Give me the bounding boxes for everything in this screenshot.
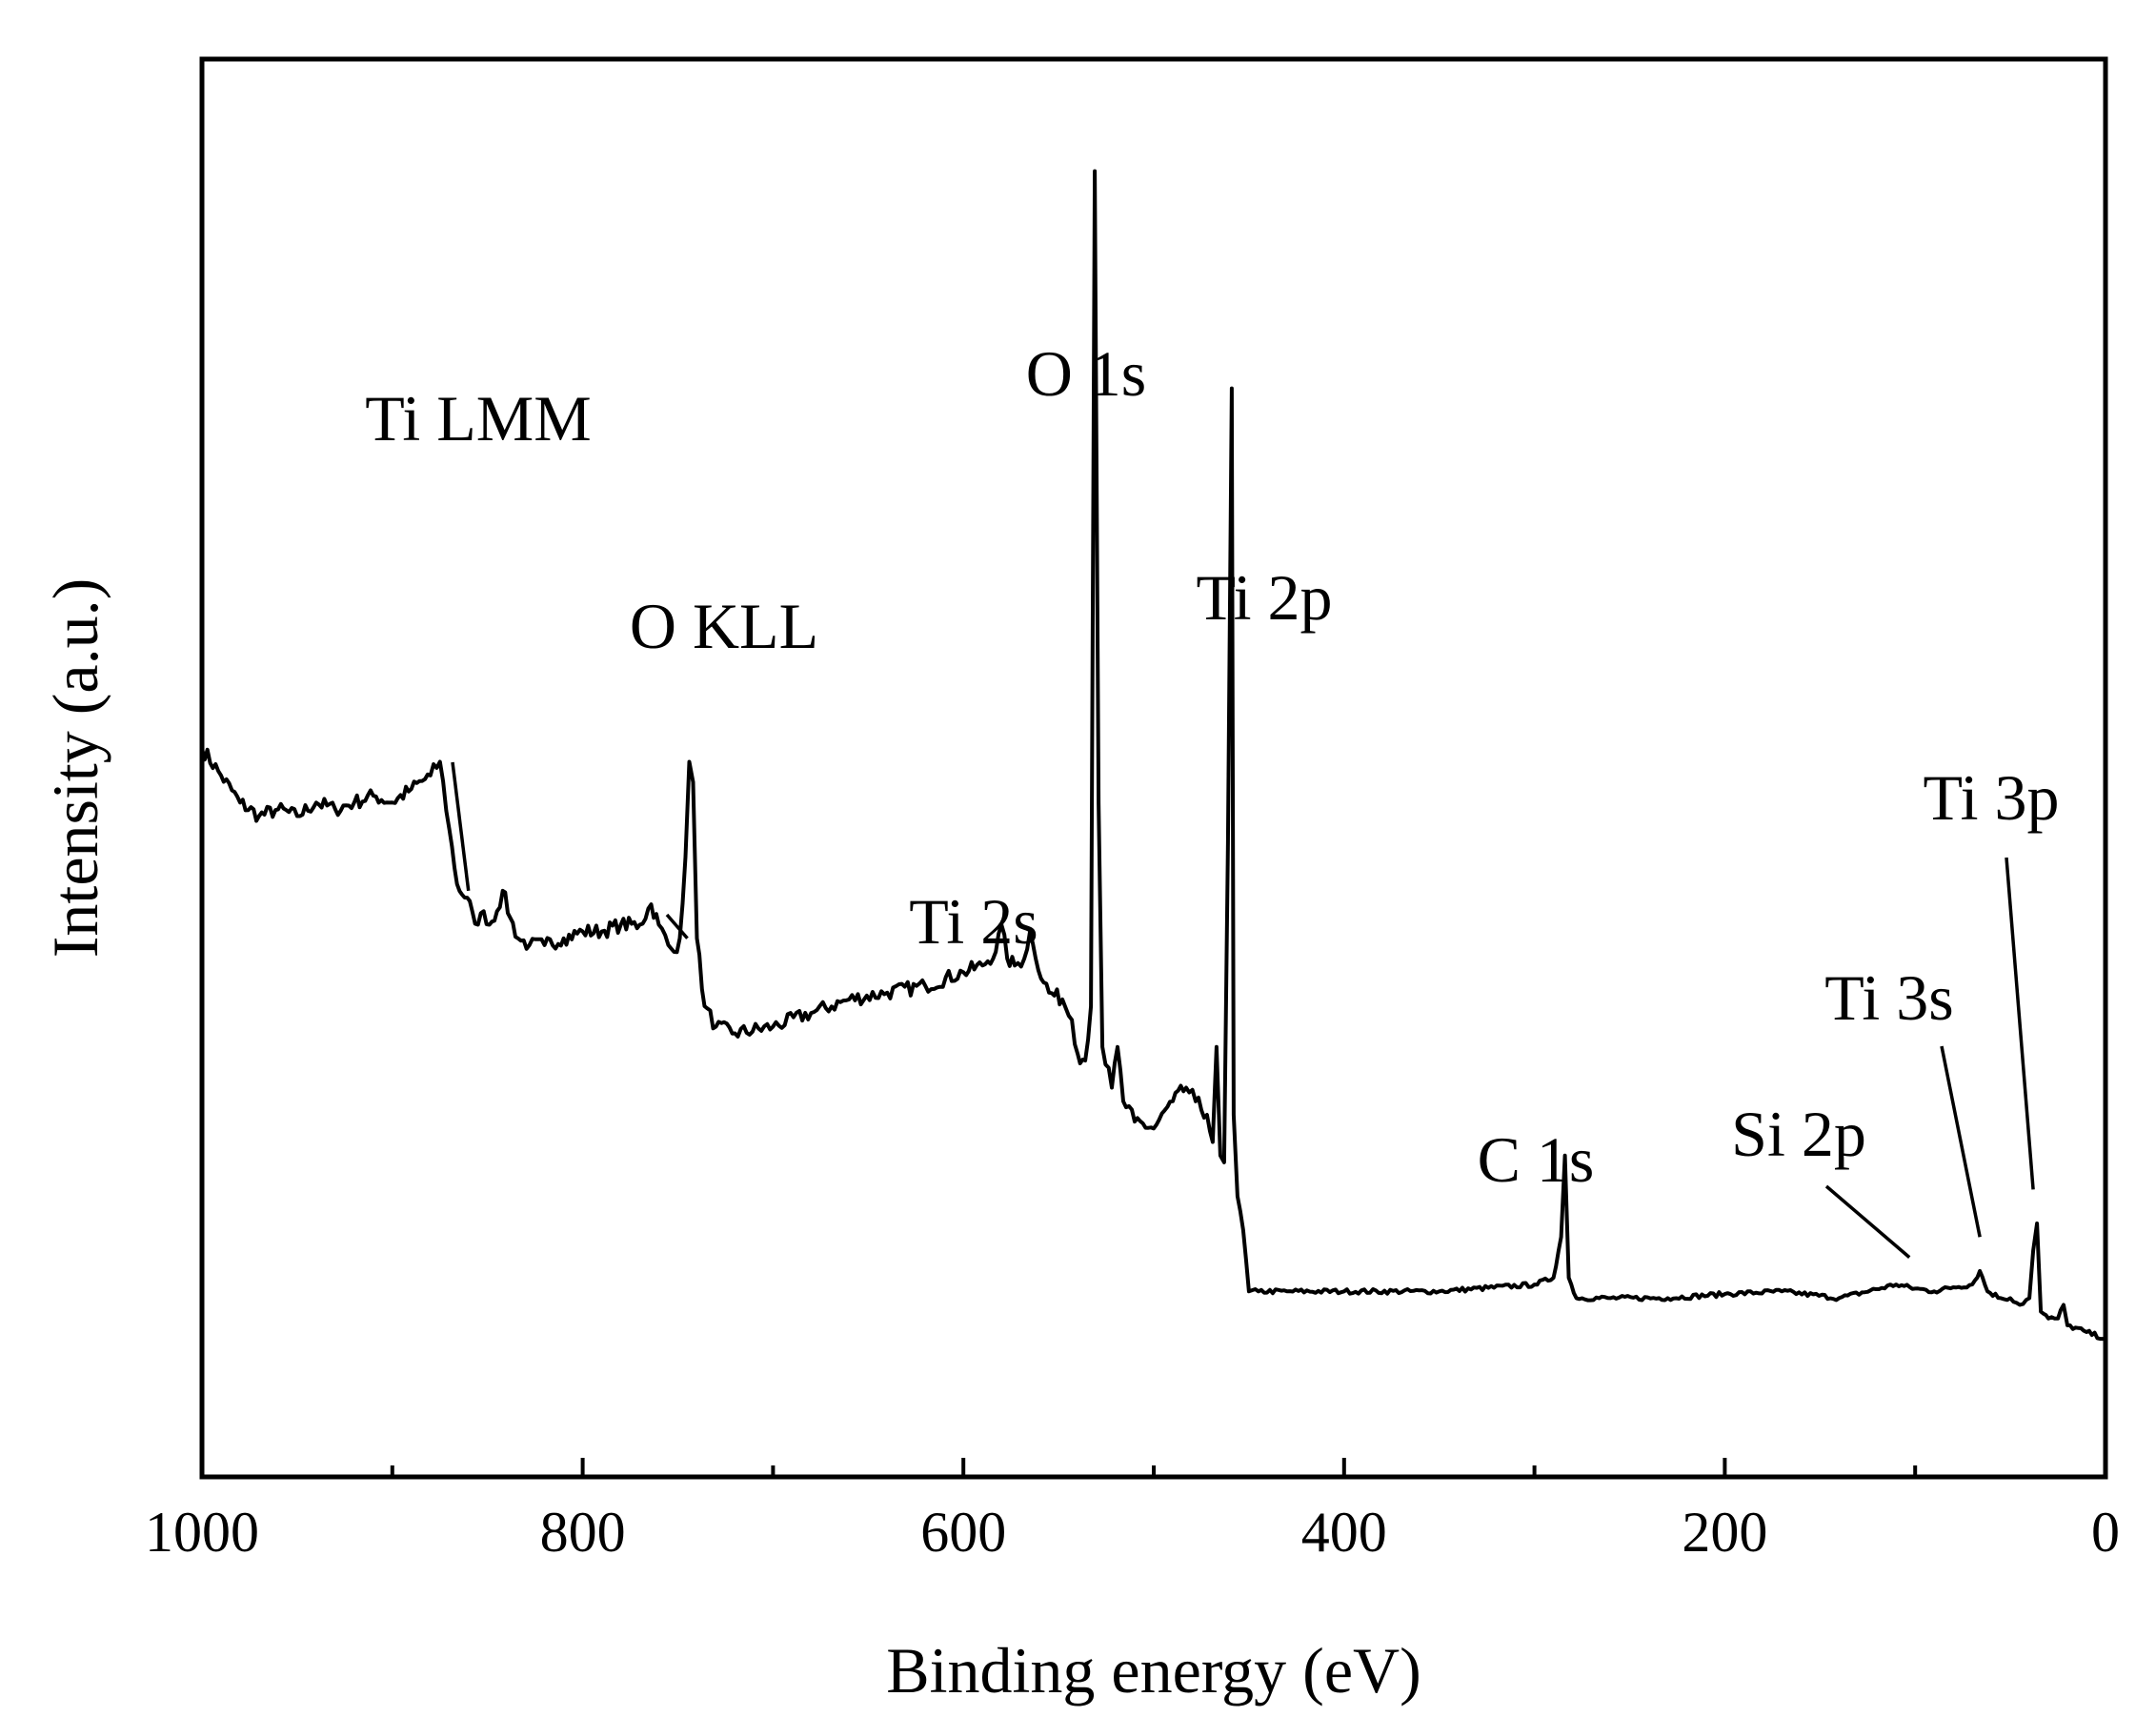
peak-label-si-2p: Si 2p xyxy=(1731,1098,1866,1170)
peak-leader-lines xyxy=(451,761,2035,1259)
x-tick-label: 0 xyxy=(2091,1501,2120,1564)
x-tick-label: 800 xyxy=(540,1501,626,1564)
peak-leader-line xyxy=(665,913,689,939)
plot-frame xyxy=(199,56,2108,1480)
x-tick-label: 1000 xyxy=(145,1501,259,1564)
peak-label-ti-2p: Ti 2p xyxy=(1196,561,1332,634)
peak-leader-line xyxy=(1940,1045,1982,1238)
peak-label-o-kll: O KLL xyxy=(630,590,818,662)
peak-leader-line xyxy=(451,761,471,892)
peak-label-ti-2s: Ti 2s xyxy=(909,885,1038,958)
peak-label-ti-lmm: Ti LMM xyxy=(365,382,592,454)
spectrum-line xyxy=(200,169,2106,1342)
y-axis-title: Intensity (a.u.) xyxy=(39,578,111,958)
x-ticks xyxy=(200,1458,2107,1477)
peak-label-ti-3s: Ti 3s xyxy=(1824,961,1954,1034)
peak-label-o-1s: O 1s xyxy=(1026,337,1147,410)
peak-leader-line xyxy=(1824,1184,1911,1259)
peak-label-ti-3p: Ti 3p xyxy=(1923,761,2059,834)
x-tick-label: 400 xyxy=(1301,1501,1387,1564)
x-tick-label: 200 xyxy=(1682,1501,1767,1564)
peak-leader-line xyxy=(2005,857,2035,1190)
x-tick-label: 600 xyxy=(920,1501,1006,1564)
peak-label-c-1s: C 1s xyxy=(1478,1123,1595,1196)
x-tick-labels: 1000 800 600 400 200 0 xyxy=(145,1501,2120,1564)
x-axis-title: Binding energy (eV) xyxy=(886,1634,1421,1707)
